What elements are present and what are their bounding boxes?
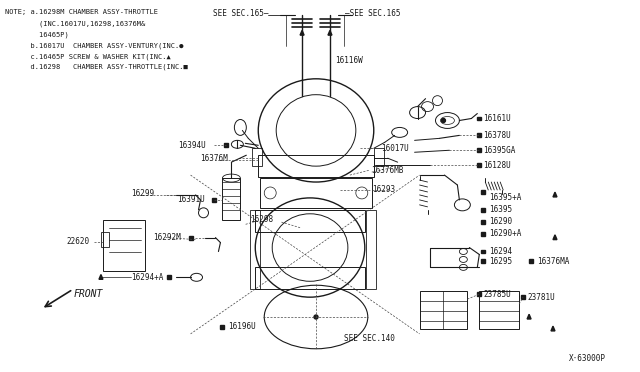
Text: 16290: 16290	[489, 217, 513, 226]
Bar	[252, 148, 262, 166]
Polygon shape	[527, 314, 531, 319]
Bar	[259, 155, 374, 177]
Text: 16294: 16294	[489, 247, 513, 256]
Text: 16465P): 16465P)	[5, 31, 69, 38]
Circle shape	[314, 315, 318, 319]
Bar	[477, 292, 481, 296]
Bar	[250, 210, 260, 289]
Text: 16116W: 16116W	[335, 57, 363, 65]
Text: 16376MB: 16376MB	[371, 166, 403, 174]
Polygon shape	[300, 31, 304, 35]
Bar	[479, 291, 519, 329]
Bar	[260, 178, 372, 208]
Text: 16299: 16299	[131, 189, 154, 198]
Bar	[521, 295, 525, 299]
Bar	[529, 259, 533, 263]
Text: 16394U: 16394U	[179, 141, 206, 150]
Text: 16295: 16295	[489, 257, 513, 266]
Bar	[255, 210, 365, 232]
Bar	[101, 232, 109, 247]
Polygon shape	[99, 275, 103, 279]
Text: 16290+A: 16290+A	[489, 229, 522, 238]
Text: 23785U: 23785U	[483, 290, 511, 299]
Bar	[481, 220, 485, 224]
Bar	[374, 148, 384, 166]
Text: 16395: 16395	[489, 205, 513, 214]
Bar	[225, 143, 228, 147]
Circle shape	[442, 119, 445, 122]
Text: 16395GA: 16395GA	[483, 146, 516, 155]
Text: c.16465P SCREW & WASHER KIT(INC.▲: c.16465P SCREW & WASHER KIT(INC.▲	[5, 53, 171, 60]
Text: 16376M: 16376M	[200, 154, 228, 163]
Text: 16292M: 16292M	[153, 233, 180, 242]
Bar	[366, 210, 376, 289]
Bar	[477, 134, 481, 137]
Text: b.16017U  CHAMBER ASSY-VENTURY(INC.●: b.16017U CHAMBER ASSY-VENTURY(INC.●	[5, 42, 184, 49]
Bar	[212, 198, 216, 202]
Text: 16395+A: 16395+A	[489, 193, 522, 202]
Text: 22620: 22620	[66, 237, 89, 246]
Text: 16293: 16293	[372, 186, 395, 195]
Bar	[477, 163, 481, 167]
Text: 23781U: 23781U	[527, 293, 555, 302]
Bar	[255, 267, 365, 289]
Text: 16378U: 16378U	[483, 131, 511, 140]
Text: FRONT: FRONT	[73, 289, 102, 299]
Bar	[189, 235, 193, 240]
Text: (INC.16017U,16298,16376M&: (INC.16017U,16298,16376M&	[5, 20, 146, 27]
Text: 16376MA: 16376MA	[537, 257, 570, 266]
Bar	[477, 116, 481, 121]
Bar	[103, 220, 145, 271]
Polygon shape	[553, 192, 557, 197]
Text: SEE SEC.165—: SEE SEC.165—	[212, 9, 268, 18]
Bar	[477, 148, 481, 152]
Bar	[166, 275, 171, 279]
Polygon shape	[328, 31, 332, 35]
Text: 16128U: 16128U	[483, 161, 511, 170]
Bar	[481, 259, 485, 263]
Text: 16391U: 16391U	[177, 195, 204, 204]
Text: 16298: 16298	[250, 215, 273, 224]
Bar	[220, 325, 225, 329]
Bar	[223, 178, 241, 220]
Bar	[420, 291, 467, 329]
Polygon shape	[553, 235, 557, 240]
Text: X·63000P: X·63000P	[569, 354, 606, 363]
Bar	[481, 208, 485, 212]
Bar	[481, 250, 485, 253]
Text: 16161U: 16161U	[483, 114, 511, 123]
Text: SEE SEC.140: SEE SEC.140	[344, 334, 395, 343]
Text: —SEE SEC.165: —SEE SEC.165	[345, 9, 401, 18]
Text: NOTE; a.16298M CHAMBER ASSY-THROTTLE: NOTE; a.16298M CHAMBER ASSY-THROTTLE	[5, 9, 158, 15]
Text: d.16298   CHAMBER ASSY-THROTTLE(INC.■: d.16298 CHAMBER ASSY-THROTTLE(INC.■	[5, 64, 188, 70]
Text: 16196U: 16196U	[228, 323, 256, 331]
Text: 16294+A: 16294+A	[131, 273, 163, 282]
Bar	[481, 232, 485, 235]
Text: 16017U: 16017U	[381, 144, 408, 153]
Bar	[481, 190, 485, 194]
Polygon shape	[551, 326, 555, 331]
